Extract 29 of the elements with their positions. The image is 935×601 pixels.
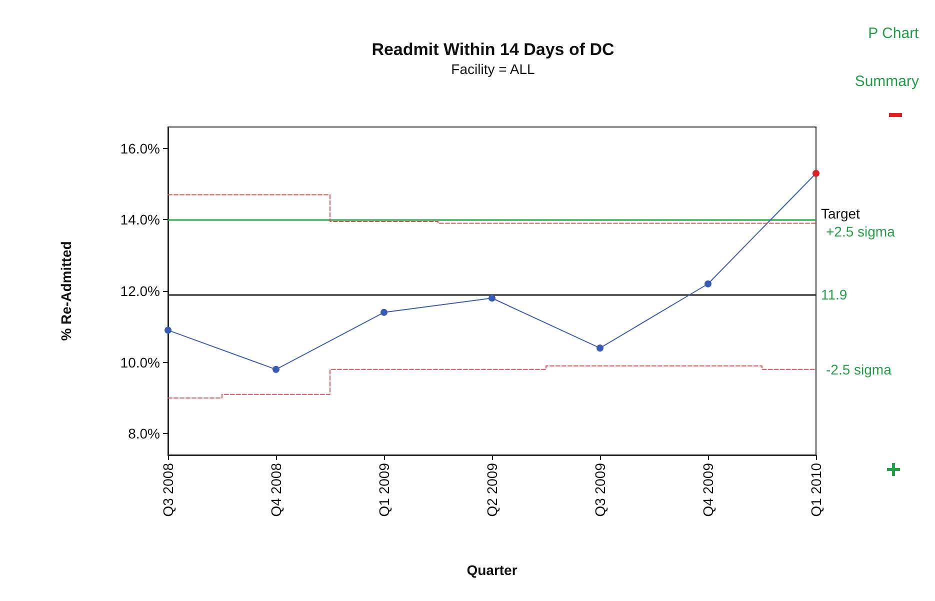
point: [596, 344, 604, 352]
point: [812, 170, 820, 177]
series-label: +2.5 sigma: [826, 223, 896, 240]
x-tick-label: Q4 2008: [268, 462, 284, 517]
text: Summary: [854, 73, 920, 90]
x-axis-title: Quarter: [466, 562, 518, 578]
y-axis-title: % Re-Admitted: [58, 241, 74, 341]
y-tick-label: 16.0%: [120, 140, 160, 156]
point: [272, 366, 280, 373]
series-label: -2.5 sigma: [826, 361, 892, 378]
chart-title: Readmit Within 14 Days of DC: [372, 40, 614, 59]
x-tick-label: Q4 2009: [700, 462, 716, 517]
point: [488, 294, 496, 302]
y-tick-label: 14.0%: [120, 212, 160, 228]
ref-line-label: 11.9: [821, 286, 848, 303]
x-tick-label: Q3 2008: [160, 462, 176, 517]
y-tick-label: 12.0%: [120, 283, 160, 299]
chart-subtitle: Facility = ALL: [451, 61, 536, 77]
point: [704, 280, 712, 288]
x-tick-label: Q1 2010: [808, 462, 824, 517]
ref-line-label: Target: [821, 206, 860, 222]
x-tick-label: Q2 2009: [484, 462, 500, 517]
point: [164, 326, 172, 334]
x-tick-label: Q1 2009: [376, 462, 392, 517]
y-tick-label: 8.0%: [128, 426, 160, 442]
point: [380, 308, 388, 316]
y-tick-label: 10.0%: [120, 354, 160, 370]
text: P Chart: [868, 25, 920, 42]
x-tick-label: Q3 2009: [592, 462, 608, 517]
